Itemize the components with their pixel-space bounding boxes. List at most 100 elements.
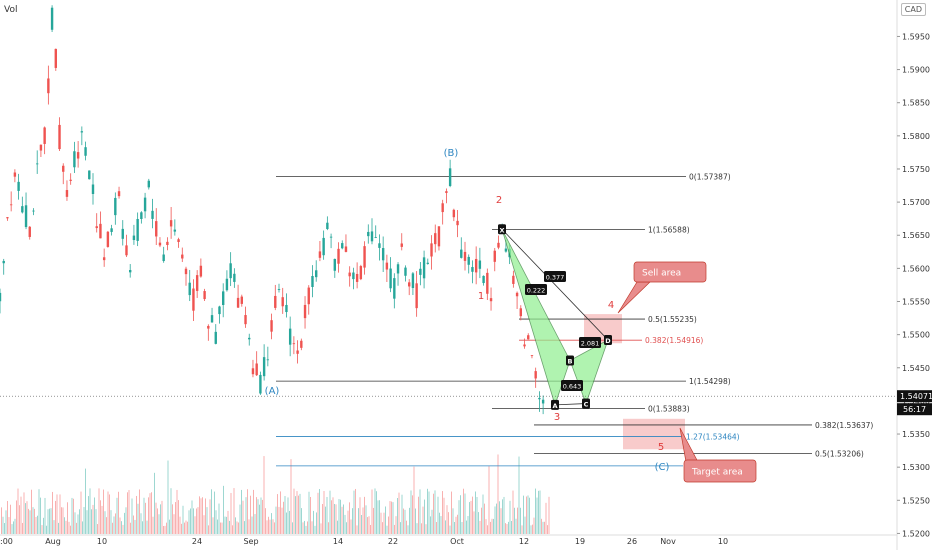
volume-bar (286, 512, 287, 534)
x-tick-label: 26 (627, 537, 637, 546)
volume-bar (410, 490, 412, 534)
volume-bar (184, 522, 185, 534)
candle-body (430, 243, 433, 257)
volume-bar (314, 525, 316, 534)
volume-bar (302, 522, 304, 534)
volume-bar (488, 466, 490, 534)
volume-bar (295, 496, 296, 534)
candle-body (445, 191, 448, 193)
candle-body (285, 304, 288, 313)
volume-bar (506, 524, 508, 534)
volume-bar (100, 500, 101, 534)
x-tick-label: 12 (519, 537, 529, 546)
volume-bar (307, 521, 308, 534)
candle-body (296, 350, 299, 354)
pattern-ratio-badge (525, 284, 547, 295)
volume-bar (193, 508, 194, 534)
volume-bar (376, 491, 377, 534)
volume-bar (485, 519, 487, 534)
volume-bar (64, 517, 65, 534)
candle-body (474, 258, 478, 273)
volume-bar (115, 513, 116, 534)
candle-body (415, 283, 418, 309)
currency-badge[interactable]: CAD (900, 3, 926, 16)
volume-bar (524, 516, 526, 534)
volume-bar (2, 516, 4, 534)
candle-body (493, 250, 496, 262)
volume-bar (160, 504, 161, 534)
candle-body (437, 226, 441, 247)
volume-bar (70, 525, 71, 534)
volume-bar (436, 522, 437, 534)
volume-bar (50, 508, 52, 534)
volume-bar (451, 491, 452, 534)
candle-body (523, 344, 526, 347)
fib-level-label: 1(1.56588) (648, 225, 690, 234)
candle-body (184, 268, 188, 275)
volume-bar (103, 489, 104, 534)
volume-bar (161, 500, 163, 534)
volume-bar (284, 496, 286, 534)
y-tick-label: 1.5750 (902, 165, 930, 174)
volume-bar (191, 500, 193, 534)
volume-bar (202, 497, 203, 534)
y-tick-label: 1.5650 (902, 231, 930, 240)
volume-bar (418, 496, 419, 534)
volume-bar (68, 521, 70, 534)
volume-bar (479, 520, 481, 534)
volume-bar (353, 490, 355, 534)
volume-bar (368, 516, 370, 534)
volume-bar (13, 521, 14, 534)
volume-bar (31, 489, 32, 534)
volume-bar (236, 521, 238, 534)
volume-bar (220, 522, 221, 534)
candle-body (434, 233, 437, 245)
volume-bar (383, 512, 385, 534)
volume-bar (455, 516, 457, 534)
volume-bar (478, 512, 479, 534)
volume-bar (133, 515, 134, 534)
volume-bar (169, 519, 170, 534)
pattern-point-badge (582, 398, 590, 409)
candle-body (28, 226, 31, 237)
volume-bar (454, 521, 455, 534)
candle-body (448, 168, 452, 186)
volume-bar (515, 518, 517, 534)
volume-bar (268, 516, 269, 534)
x-tick-label: 10 (97, 537, 107, 546)
volume-bar (428, 491, 430, 534)
volume-bar (34, 508, 35, 534)
volume-bar (145, 502, 146, 534)
volume-bar (427, 488, 428, 534)
volume-bar (101, 505, 103, 534)
volume-bar (269, 519, 271, 534)
candle-body (404, 267, 407, 276)
fib-level-label: 0.382(1.54916) (645, 336, 703, 345)
candle-body (47, 78, 50, 94)
y-tick-label: 1.5900 (902, 66, 930, 75)
volume-bar (341, 506, 343, 534)
volume-bar (8, 517, 10, 534)
candle-body (2, 260, 5, 264)
candle-body (106, 231, 110, 247)
volume-bar (187, 521, 188, 534)
y-tick-label: 1.5800 (902, 132, 930, 141)
volume-bar (271, 513, 272, 534)
candle-body (355, 273, 359, 282)
pattern-point-label: X (499, 226, 504, 234)
fib-level-label: 0(1.53883) (648, 405, 690, 414)
volume-bar (326, 496, 328, 534)
x-tick-label: Aug (45, 537, 61, 546)
volume-bar (439, 512, 440, 534)
volume-bar (529, 497, 530, 534)
volume-bar (391, 501, 392, 534)
fib-layer: 0(1.57387) 1(1.56588) 0.5(1.55235) 0.382(1.… (276, 172, 873, 471)
candle-body (17, 181, 20, 191)
volume-bar (251, 516, 253, 534)
candle-body (367, 231, 370, 237)
volume-bar (283, 501, 284, 534)
volume-bar (53, 520, 55, 534)
